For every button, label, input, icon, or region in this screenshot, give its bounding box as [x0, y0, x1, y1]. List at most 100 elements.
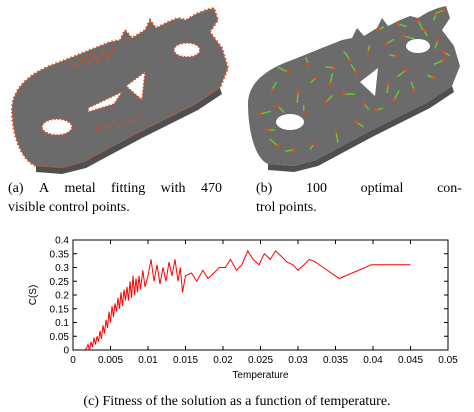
x-axis-label: Temperature: [232, 370, 289, 381]
hole-left: [41, 118, 73, 136]
control-point: [342, 92, 346, 96]
control-point: [270, 88, 274, 92]
caption-b-word: 100: [305, 181, 327, 196]
y-tick-label: 0.2: [55, 291, 69, 302]
caption-a-word: with: [160, 181, 186, 196]
control-point: [416, 18, 420, 22]
control-point: [412, 88, 416, 92]
x-tick-label: 0.03: [288, 355, 308, 366]
caption-b-word: (b): [256, 181, 273, 196]
window-triangle: [360, 68, 378, 96]
control-point: [374, 108, 378, 112]
normal-vector: [393, 89, 400, 101]
hole-right: [406, 39, 430, 53]
control-point: [396, 22, 400, 26]
hole-left: [276, 114, 304, 130]
normal-vector: [329, 73, 334, 85]
caption-a-word: A: [38, 181, 50, 196]
caption-a-word: fitting: [111, 181, 146, 196]
control-point: [386, 82, 390, 86]
normal-vector: [433, 59, 445, 65]
teeth-row: [69, 45, 115, 71]
control-point: [328, 82, 332, 86]
control-point: [348, 58, 352, 62]
y-tick-label: 0.35: [50, 249, 70, 260]
control-point: [296, 90, 300, 94]
x-tick-label: 0.015: [173, 355, 198, 366]
window-slot: [87, 90, 125, 114]
caption-b: (b) 100 optimal con- trol points.: [256, 179, 462, 217]
control-point: [312, 142, 316, 146]
control-point: [442, 50, 446, 54]
caption-a-word: (a): [8, 181, 24, 196]
caption-b-line2: trol points.: [256, 200, 317, 215]
control-point: [442, 8, 446, 12]
y-tick-label: 0.15: [50, 304, 70, 315]
x-tick-label: 0.05: [438, 355, 458, 366]
y-tick-label: 0.25: [50, 277, 70, 288]
control-point: [394, 54, 398, 58]
control-point: [266, 128, 270, 132]
window-triangle: [124, 70, 146, 102]
normal-vector: [396, 69, 407, 78]
control-point: [276, 104, 280, 108]
control-point: [258, 112, 262, 116]
normal-vector: [343, 50, 351, 61]
fitness-temperature-chart: 0 0.005 0.01 0.015 0.02 0.025 0.03 0.035 0.04 0.0…: [0, 224, 474, 392]
control-point: [376, 28, 380, 32]
x-tick-label: 0.045: [398, 355, 423, 366]
control-point: [436, 38, 440, 42]
x-tick-label: 0.01: [138, 355, 158, 366]
control-point: [354, 70, 358, 74]
x-tick-label: 0.02: [213, 355, 233, 366]
normal-vector: [277, 66, 289, 73]
control-point: [354, 120, 358, 124]
control-point: [276, 144, 280, 148]
figure-b-optimal-control-points: [238, 0, 474, 178]
caption-a-word: metal: [64, 181, 96, 196]
control-point: [334, 130, 338, 134]
normal-vector: [417, 19, 424, 31]
control-point: [286, 70, 290, 74]
y-tick-label: 0.05: [50, 332, 70, 343]
control-point: [442, 58, 446, 62]
caption-c: (c) Fitness of the solution as a functio…: [83, 394, 391, 409]
normal-vector: [259, 110, 271, 115]
normal-vectors-group: [258, 8, 451, 152]
figure-a-metal-fitting: [0, 0, 236, 178]
y-tick-label: 0.3: [55, 263, 69, 274]
hole-right: [173, 42, 201, 58]
normal-vector: [335, 131, 339, 143]
control-point: [332, 66, 336, 70]
y-tick-label: 0.1: [55, 318, 69, 329]
caption-b-word: con-: [437, 181, 462, 196]
caption-a-line2: visible control points.: [8, 200, 130, 215]
x-tick-label: 0.025: [248, 355, 273, 366]
y-tick-label: 0: [63, 346, 69, 357]
normal-vector: [296, 91, 299, 104]
x-tick-label: 0.04: [363, 355, 383, 366]
control-point: [392, 98, 396, 102]
normal-vector: [269, 138, 279, 147]
teeth-row-lower: [95, 111, 143, 133]
x-tick-label: 0.005: [98, 355, 123, 366]
normal-vector: [403, 35, 415, 40]
control-point: [366, 50, 370, 54]
caption-b-line1: (b) 100 optimal con-: [256, 179, 462, 198]
y-axis-label: C(S): [28, 285, 39, 306]
control-point: [362, 102, 366, 106]
y-tick-label: 0.4: [55, 236, 69, 247]
x-tick-label: 0: [70, 355, 76, 366]
control-point: [314, 76, 318, 80]
x-tick-label: 0.035: [323, 355, 348, 366]
control-point: [302, 110, 306, 114]
control-point: [404, 68, 408, 72]
control-point: [402, 34, 406, 38]
control-point: [432, 76, 436, 80]
series-line-0: [84, 249, 411, 351]
control-point: [306, 62, 310, 66]
caption-a-word: 470: [200, 181, 222, 196]
caption-b-word: optimal: [360, 181, 404, 196]
